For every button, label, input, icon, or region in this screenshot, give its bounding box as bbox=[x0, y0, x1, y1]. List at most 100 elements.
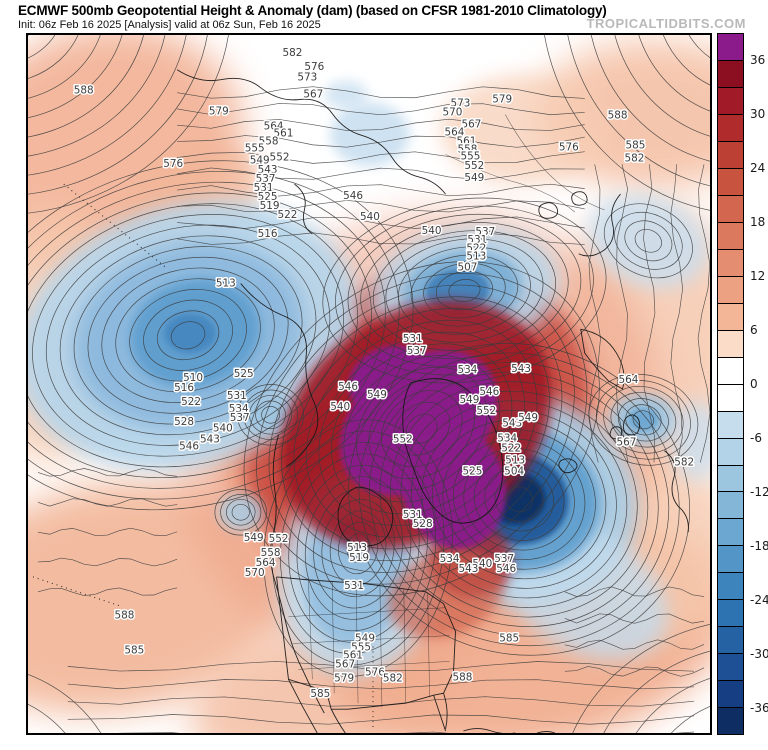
contour-ring bbox=[318, 331, 525, 526]
colorbar-cell bbox=[718, 626, 743, 654]
contour-label: 573 bbox=[297, 72, 317, 84]
contour-ring bbox=[603, 203, 693, 279]
contour-ring bbox=[624, 220, 673, 262]
contour-label: 570 bbox=[245, 567, 265, 579]
contour-ring bbox=[28, 181, 386, 489]
contour-label: 525 bbox=[234, 368, 254, 380]
contour-label: 582 bbox=[282, 47, 302, 59]
contour-ring bbox=[322, 197, 607, 384]
contour-ring bbox=[484, 467, 554, 532]
tropicaltidbits-watermark: TROPICALTIDBITS.COM bbox=[586, 16, 746, 31]
contour-label: 516 bbox=[174, 382, 194, 394]
anomaly-shading-layer bbox=[28, 35, 710, 733]
contour-label: 522 bbox=[278, 209, 298, 221]
contour-label: 558 bbox=[457, 143, 477, 155]
contour-label: 546 bbox=[479, 386, 499, 398]
contour-label: 531 bbox=[403, 333, 423, 345]
contour-label: 540 bbox=[472, 558, 492, 570]
contour-ring bbox=[243, 389, 298, 441]
contour-line bbox=[697, 164, 710, 463]
colorbar-tick: -12 bbox=[750, 485, 768, 499]
contour-label: 576 bbox=[365, 666, 385, 678]
contour-line bbox=[177, 118, 585, 131]
colorbar-tick: 0 bbox=[750, 377, 758, 391]
contour-label: 582 bbox=[383, 672, 403, 684]
contour-ring bbox=[256, 272, 588, 585]
contour-label: 552 bbox=[269, 533, 289, 545]
coastlines-layer bbox=[32, 69, 689, 733]
contour-line bbox=[37, 468, 178, 477]
contour-label: 543 bbox=[258, 164, 278, 176]
contour-label: 540 bbox=[422, 225, 442, 237]
contour-label: 549 bbox=[367, 389, 387, 401]
contour-label: 531 bbox=[467, 234, 487, 246]
contour-ring bbox=[59, 235, 317, 436]
contour-ring bbox=[87, 256, 289, 414]
contour-line bbox=[616, 164, 629, 463]
contour-ring bbox=[329, 510, 387, 586]
contour-line bbox=[564, 666, 705, 677]
contour-ring bbox=[28, 203, 358, 468]
contour-label: 561 bbox=[343, 649, 363, 661]
contour-ring bbox=[129, 289, 247, 382]
contour-line bbox=[177, 103, 585, 116]
colorbar-cell bbox=[718, 518, 743, 546]
contour-line bbox=[177, 232, 585, 245]
border-asia-interior bbox=[445, 114, 605, 213]
colorbar-cell bbox=[718, 491, 743, 519]
colorbar-cell bbox=[718, 140, 743, 168]
contour-label: 552 bbox=[476, 405, 496, 417]
anomaly-blob bbox=[627, 407, 660, 432]
colorbar-cell bbox=[718, 302, 743, 330]
contour-label: 579 bbox=[209, 106, 229, 118]
colorbar-tick: -30 bbox=[750, 647, 768, 661]
contour-ring bbox=[400, 390, 638, 608]
contour-label: 546 bbox=[338, 381, 358, 393]
contour-label: 567 bbox=[303, 89, 323, 101]
contour-label: 567 bbox=[335, 658, 355, 670]
contour-label: 525 bbox=[258, 191, 278, 203]
map-title: ECMWF 500mb Geopotential Height & Anomal… bbox=[18, 3, 607, 18]
contour-rings-layer bbox=[28, 35, 710, 733]
contour-label: 579 bbox=[492, 94, 512, 106]
contour-label: 543 bbox=[511, 363, 531, 375]
contour-line bbox=[37, 498, 178, 507]
contour-label: 531 bbox=[403, 509, 423, 521]
contour-label: 555 bbox=[460, 150, 480, 162]
contour-label: 585 bbox=[499, 633, 519, 645]
contour-label: 546 bbox=[179, 441, 199, 453]
contour-label: 537 bbox=[494, 553, 514, 565]
contour-label: 543 bbox=[502, 418, 522, 430]
contour-ring bbox=[156, 310, 220, 361]
colorbar-tick: 24 bbox=[750, 161, 766, 175]
contour-ring bbox=[442, 429, 596, 570]
contour-line bbox=[37, 587, 178, 597]
contour-label: 519 bbox=[349, 552, 369, 564]
coastline-caspian-black bbox=[538, 191, 588, 219]
colorbar-tick: 12 bbox=[750, 269, 766, 283]
contour-label: 564 bbox=[264, 120, 284, 132]
contour-ring bbox=[625, 404, 662, 436]
contour-label: 582 bbox=[624, 152, 644, 164]
colorbar-cell bbox=[718, 329, 743, 357]
contour-label: 513 bbox=[216, 278, 236, 290]
contour-label: 531 bbox=[254, 182, 274, 194]
contour-label: 516 bbox=[258, 228, 278, 240]
coastline-uk-ireland bbox=[609, 414, 640, 440]
colorbar-cell bbox=[718, 34, 743, 60]
colorbar-cell bbox=[718, 383, 743, 411]
contour-label: 540 bbox=[360, 211, 380, 223]
coastline-iceland bbox=[558, 458, 578, 474]
contour-label: 582 bbox=[674, 457, 694, 469]
colorbar-cell bbox=[718, 707, 743, 735]
colorbar-tick: 6 bbox=[750, 323, 758, 337]
contour-label: 528 bbox=[413, 518, 433, 530]
contour-ring bbox=[358, 352, 680, 647]
geopotential-map: 5885795765825765735675645615585555525495… bbox=[28, 35, 710, 733]
contour-ring bbox=[346, 533, 370, 563]
contour-label: 561 bbox=[456, 135, 476, 147]
contour-ring bbox=[115, 278, 261, 393]
contour-line bbox=[67, 714, 695, 725]
contour-line bbox=[37, 557, 178, 567]
